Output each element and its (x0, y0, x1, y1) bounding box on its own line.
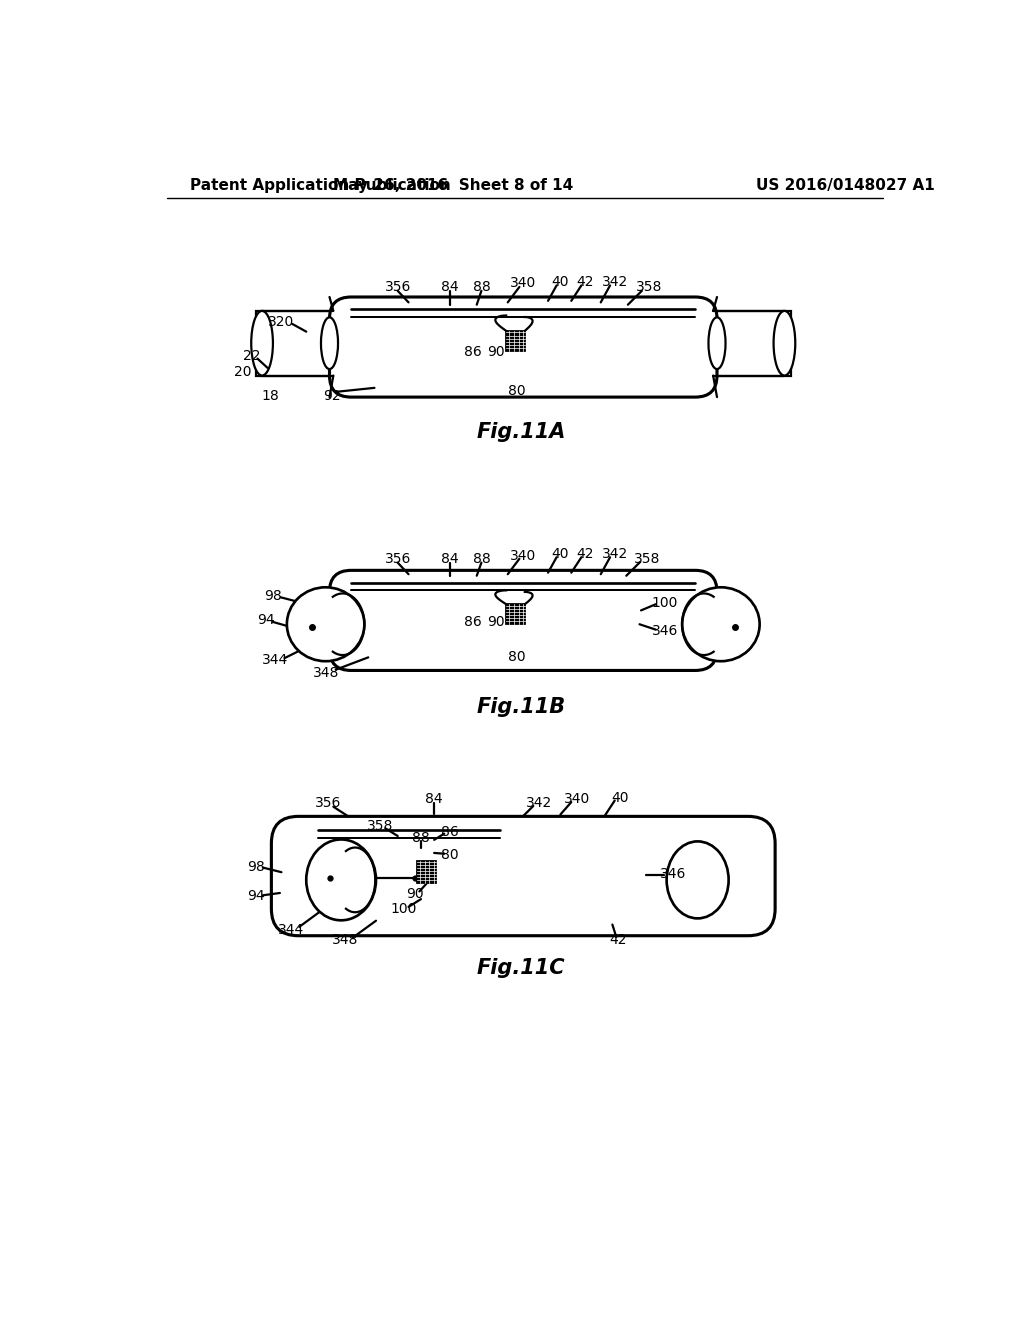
Text: 342: 342 (525, 796, 552, 810)
Text: 86: 86 (464, 615, 481, 628)
Text: 340: 340 (510, 549, 537, 562)
Text: 88: 88 (472, 280, 490, 294)
Text: 98: 98 (264, 589, 282, 603)
Text: May 26, 2016  Sheet 8 of 14: May 26, 2016 Sheet 8 of 14 (334, 178, 573, 193)
Text: 358: 358 (367, 818, 393, 833)
Text: 348: 348 (313, 665, 340, 680)
Text: 88: 88 (412, 830, 430, 845)
Text: 88: 88 (472, 552, 490, 566)
Text: 42: 42 (577, 275, 594, 289)
Text: 86: 86 (464, 346, 481, 359)
Text: 90: 90 (487, 346, 505, 359)
Ellipse shape (709, 317, 726, 370)
Text: 356: 356 (314, 796, 341, 810)
FancyBboxPatch shape (330, 570, 717, 671)
Bar (506, 605, 524, 624)
Text: Patent Application Publication: Patent Application Publication (190, 178, 451, 193)
Text: 90: 90 (406, 887, 424, 900)
Ellipse shape (667, 841, 729, 919)
Text: 80: 80 (440, 849, 459, 862)
Text: US 2016/0148027 A1: US 2016/0148027 A1 (756, 178, 935, 193)
Ellipse shape (773, 312, 796, 376)
Text: 100: 100 (390, 902, 417, 916)
Text: 92: 92 (323, 388, 341, 403)
Text: 42: 42 (577, 548, 594, 561)
Text: 42: 42 (609, 933, 627, 946)
Text: 84: 84 (425, 792, 443, 807)
Text: 346: 346 (659, 867, 686, 882)
Text: 84: 84 (440, 552, 459, 566)
Text: 356: 356 (385, 552, 411, 566)
FancyBboxPatch shape (271, 816, 775, 936)
Text: 86: 86 (440, 825, 459, 840)
Text: Fig.11B: Fig.11B (476, 697, 565, 717)
Text: 358: 358 (636, 280, 662, 294)
Text: 90: 90 (487, 615, 505, 628)
Text: 94: 94 (247, 890, 264, 903)
Text: 40: 40 (552, 548, 569, 561)
Bar (506, 331, 524, 351)
Text: 98: 98 (247, 859, 265, 874)
Text: 344: 344 (278, 923, 304, 937)
Text: 84: 84 (440, 280, 459, 294)
Text: 100: 100 (652, 597, 678, 610)
Text: 342: 342 (601, 275, 628, 289)
Text: 94: 94 (257, 614, 274, 627)
Text: 348: 348 (332, 933, 358, 946)
Text: 340: 340 (564, 792, 591, 807)
Text: 356: 356 (385, 280, 411, 294)
Ellipse shape (287, 587, 365, 661)
Text: 344: 344 (262, 653, 289, 668)
Text: 22: 22 (244, 350, 261, 363)
Text: 342: 342 (601, 548, 628, 561)
FancyBboxPatch shape (330, 297, 717, 397)
Text: 80: 80 (508, 651, 526, 664)
Ellipse shape (251, 312, 273, 376)
FancyBboxPatch shape (713, 312, 791, 376)
Text: 358: 358 (634, 552, 660, 566)
Text: Fig.11A: Fig.11A (476, 422, 565, 442)
Text: 40: 40 (611, 791, 629, 804)
Ellipse shape (306, 840, 376, 920)
Text: 340: 340 (510, 276, 537, 290)
Text: 320: 320 (268, 315, 295, 330)
Text: 80: 80 (508, 384, 526, 397)
Bar (417, 862, 435, 883)
Text: 40: 40 (552, 275, 569, 289)
Ellipse shape (321, 317, 338, 370)
Text: 20: 20 (233, 366, 252, 379)
FancyBboxPatch shape (256, 312, 334, 376)
Text: Fig.11C: Fig.11C (476, 958, 565, 978)
Text: 346: 346 (652, 624, 678, 638)
Text: 18: 18 (261, 388, 279, 403)
Ellipse shape (682, 587, 760, 661)
